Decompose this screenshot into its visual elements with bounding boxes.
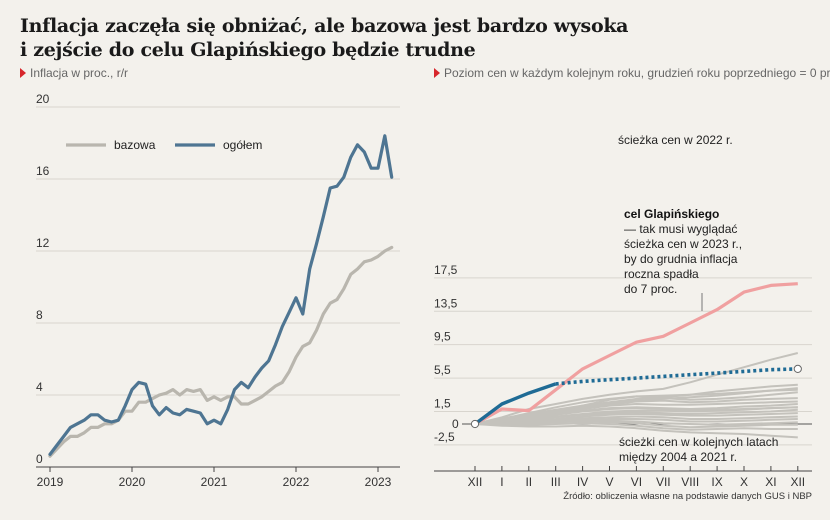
- left-y-tick-label: 8: [36, 308, 43, 322]
- left-x-tick-label: 2022: [283, 475, 310, 489]
- right-x-tick-label: I: [500, 475, 503, 489]
- left-y-tick-label: 16: [36, 164, 50, 178]
- right-x-tick-label: IV: [577, 475, 588, 489]
- history-annotation-line: między 2004 a 2021 r.: [619, 450, 737, 464]
- right-y-tick-label: 5,5: [434, 363, 451, 377]
- page-title: Inflacja zaczęła się obniżać, ale bazowa…: [20, 14, 820, 62]
- line-series-2022: [474, 282, 798, 426]
- right-y-tick-label: 1,5: [434, 396, 451, 410]
- left-y-tick-label: 12: [36, 236, 50, 250]
- target-annotation-line: ścieżka cen w 2023 r.,: [624, 237, 742, 251]
- target-annotation-title: cel Glapińskiego: [624, 207, 719, 221]
- left-y-tick-label: 20: [36, 92, 50, 106]
- red-triangle-icon: [434, 68, 440, 78]
- right-x-tick-label: IX: [711, 475, 722, 489]
- left-x-tick-label: 2021: [201, 475, 228, 489]
- target-annotation-line: do 7 proc.: [624, 282, 677, 296]
- right-x-tick-label: XII: [468, 475, 483, 489]
- left-y-tick-label: 0: [36, 452, 43, 466]
- path-2022-annotation: ścieżka cen w 2022 r.: [618, 133, 733, 147]
- right-chart-subtitle: Poziom cen w każdym kolejnym roku, grudz…: [434, 66, 830, 80]
- right-subtitle-text: Poziom cen w każdym kolejnym roku, grudz…: [444, 66, 830, 80]
- right-x-tick-label: VII: [656, 475, 671, 489]
- target-end-point: [793, 364, 802, 373]
- right-y-tick-label: 17,5: [434, 263, 458, 277]
- target-annotation-line: by do grudnia inflacja: [624, 252, 738, 266]
- history-price-path: [474, 423, 798, 439]
- line-series-target-solid: [473, 382, 557, 426]
- right-y-tick-label: 13,5: [434, 296, 458, 310]
- left-x-tick-label: 2020: [119, 475, 146, 489]
- right-x-tick-label: XI: [765, 475, 776, 489]
- legend-label: bazowa: [114, 138, 156, 152]
- right-x-tick-label: XII: [790, 475, 805, 489]
- legend-label: ogółem: [223, 138, 262, 152]
- right-x-tick-label: X: [740, 475, 748, 489]
- right-y-tick-label: -2,5: [434, 430, 455, 444]
- line-series-ogolem: [48, 134, 394, 456]
- origin-point: [470, 419, 480, 429]
- target-annotation-line: roczna spadła: [624, 267, 699, 281]
- line-series-target-dotted: [555, 367, 798, 386]
- line-series-bazowa: [48, 245, 394, 458]
- left-inflation-chart: 0 4 8 12 16 20 2019 2020 2021 2022 2023 bazowa ogółe…: [36, 92, 400, 489]
- left-chart-subtitle: Inflacja w proc., r/r: [20, 66, 128, 80]
- right-x-tick-label: VIII: [681, 475, 699, 489]
- left-x-tick-label: 2023: [365, 475, 392, 489]
- left-y-tick-label: 4: [36, 380, 43, 394]
- right-x-tick-label: VI: [631, 475, 642, 489]
- history-price-path: [474, 388, 798, 425]
- right-y-tick-label: 0: [452, 417, 459, 431]
- history-price-path: [474, 406, 798, 425]
- title-line-2: i zejście do celu Glapińskiego będzie tr…: [20, 39, 476, 61]
- left-x-tick-label: 2019: [37, 475, 64, 489]
- history-annotation-line: ścieżki cen w kolejnych latach: [619, 435, 778, 449]
- right-y-tick-label: 9,5: [434, 330, 451, 344]
- history-price-path: [474, 415, 798, 425]
- right-x-tick-label: III: [551, 475, 561, 489]
- left-subtitle-text: Inflacja w proc., r/r: [30, 66, 129, 80]
- right-x-tick-label: V: [605, 475, 613, 489]
- target-annotation-line: — tak musi wyglądać: [624, 222, 737, 236]
- history-price-path: [474, 422, 798, 431]
- right-x-tick-label: II: [525, 475, 532, 489]
- history-price-path: [475, 420, 798, 429]
- title-line-1: Inflacja zaczęła się obniżać, ale bazowa…: [20, 15, 629, 37]
- source-note: Źródło: obliczenia własne na podstawie d…: [563, 491, 812, 502]
- red-triangle-icon: [20, 68, 26, 78]
